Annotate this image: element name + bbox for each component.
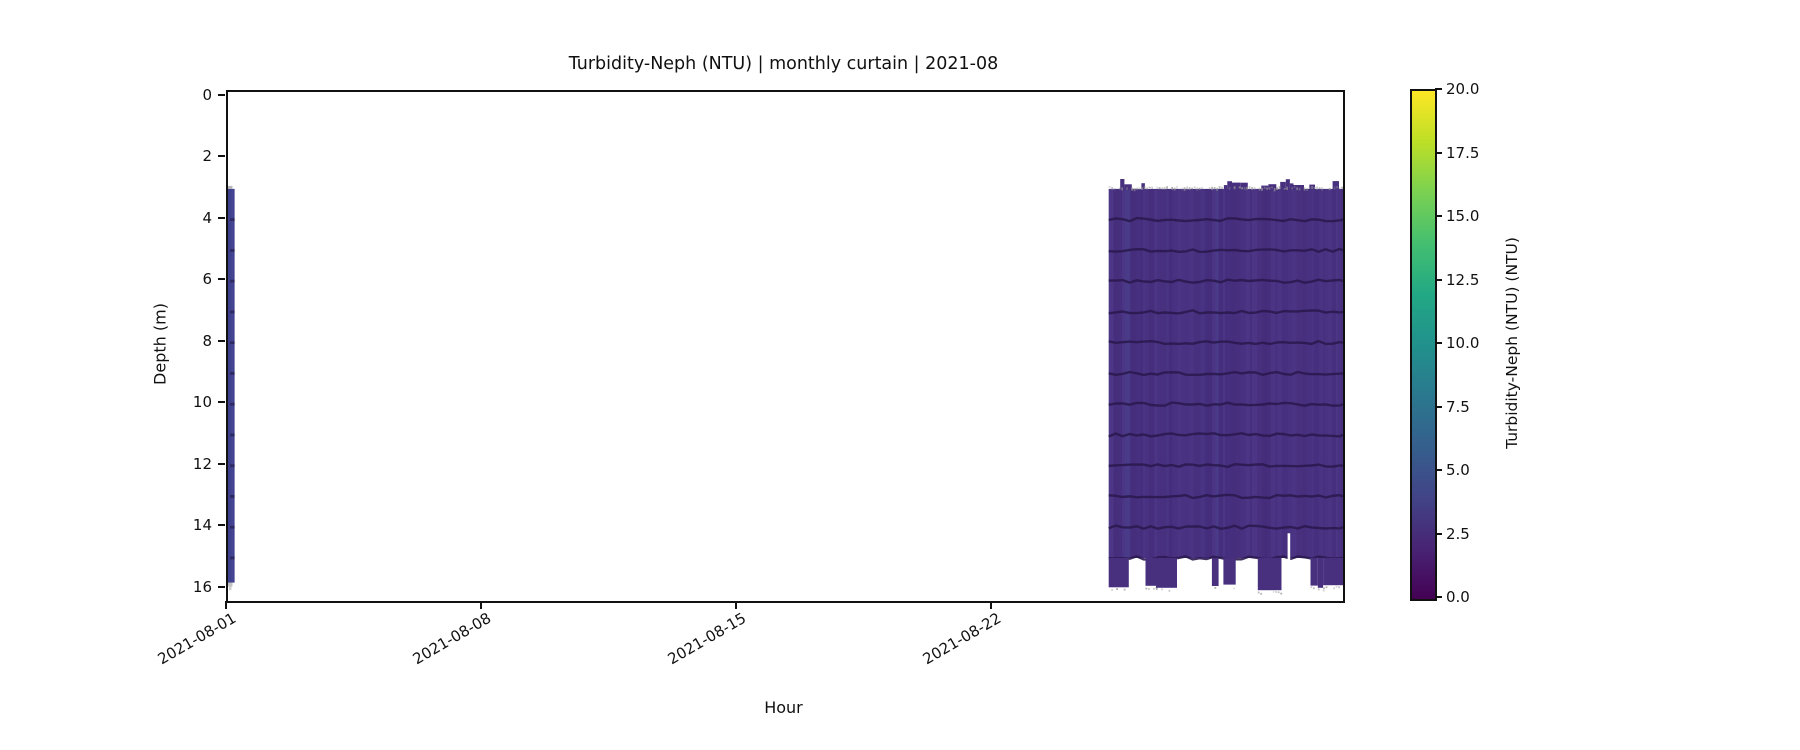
colorbar-tick-label: 5.0	[1446, 461, 1470, 479]
y-axis-label: Depth (m)	[150, 303, 170, 385]
colorbar-tick-label: 17.5	[1446, 143, 1480, 162]
colorbar-tick-label: 10.0	[1446, 334, 1480, 352]
y-tick	[218, 401, 225, 404]
y-tick-label: 12	[192, 454, 212, 473]
x-tick-label: 2021-08-01	[154, 609, 239, 669]
x-tick	[225, 601, 227, 609]
data-block-aug25-31	[1108, 179, 1343, 595]
colorbar-tick	[1435, 215, 1442, 217]
y-tick-label: 14	[192, 516, 212, 535]
y-tick	[218, 524, 225, 527]
y-tick	[218, 339, 225, 342]
colorbar-tick	[1435, 278, 1442, 281]
colorbar-tick	[1435, 596, 1442, 598]
y-tick	[218, 216, 225, 219]
colorbar-tick	[1435, 342, 1442, 344]
y-tick	[218, 93, 225, 96]
y-tick	[218, 585, 225, 588]
x-tick-label: 2021-08-22	[919, 609, 1005, 669]
colorbar-tick-label: 7.5	[1446, 397, 1470, 416]
y-tick-label: 2	[202, 147, 212, 166]
plot-area	[226, 90, 1345, 603]
colorbar-tick	[1435, 151, 1442, 154]
x-axis-label: Hour	[764, 698, 803, 717]
y-tick-label: 0	[202, 85, 212, 104]
y-tick	[218, 155, 225, 158]
x-tick-label: 2021-08-08	[409, 609, 495, 669]
curtain-plot	[228, 179, 1343, 595]
x-tick	[480, 601, 483, 609]
x-tick	[735, 601, 738, 609]
colorbar-tick-label: 2.5	[1446, 524, 1470, 543]
x-tick	[990, 601, 993, 609]
colorbar-tick-label: 15.0	[1446, 207, 1480, 225]
data-strip-aug01	[228, 185, 235, 591]
colorbar-tick-label: 20.0	[1446, 80, 1480, 98]
colorbar-label: Turbidity-Neph (NTU) (NTU)	[1503, 237, 1521, 449]
y-tick-label: 16	[192, 577, 212, 596]
colorbar	[1410, 89, 1437, 601]
colorbar-tick-label: 0.0	[1446, 588, 1470, 606]
y-tick-label: 4	[202, 208, 212, 227]
y-tick-label: 10	[192, 393, 212, 412]
colorbar-gradient	[1412, 91, 1435, 599]
colorbar-tick	[1435, 405, 1442, 408]
figure-title: Turbidity-Neph (NTU) | monthly curtain |…	[568, 54, 999, 74]
y-tick	[218, 462, 225, 465]
colorbar-tick	[1435, 469, 1442, 471]
y-tick	[218, 278, 225, 281]
y-tick-label: 8	[202, 331, 212, 350]
x-tick-label: 2021-08-15	[664, 609, 750, 669]
colorbar-tick-label: 12.5	[1446, 270, 1480, 289]
colorbar-tick	[1435, 88, 1442, 90]
colorbar-tick	[1435, 532, 1442, 535]
y-tick-label: 6	[202, 270, 212, 289]
